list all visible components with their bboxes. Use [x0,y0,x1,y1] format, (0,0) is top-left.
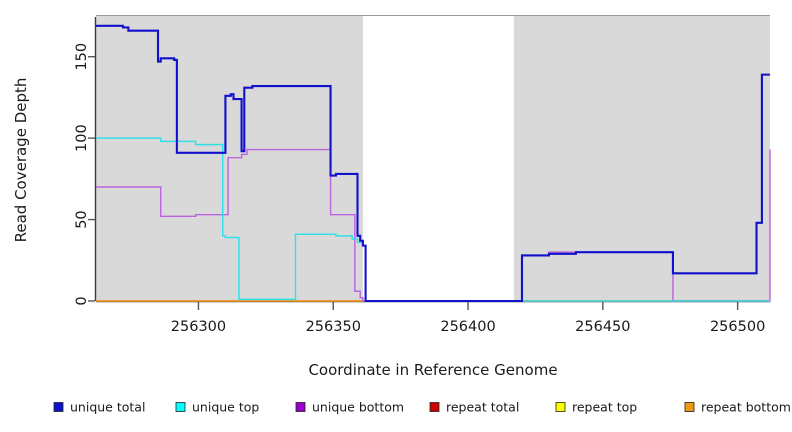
y-tick-label: 100 [74,124,90,152]
y-axis-ticks: 0 50 100 150 [74,43,95,306]
shaded-region [96,16,363,301]
legend-swatch [175,402,186,412]
y-tick-label: 50 [74,210,90,228]
x-axis-title: Coordinate in Reference Genome [308,361,557,379]
x-tick-label: 256300 [171,319,226,335]
y-tick-label: 150 [74,43,90,71]
x-tick-label: 256500 [710,319,765,335]
x-axis-ticks: 256300 256350 256400 256450 256500 [171,302,765,335]
series-line-unique-total [96,24,770,303]
shaded-region [513,16,770,301]
y-axis-title: Read Coverage Depth [12,78,30,243]
x-tick-label: 256350 [306,319,361,335]
shaded-regions [96,16,770,301]
data-series [96,24,771,303]
legend-label: repeat bottom [701,400,791,415]
legend-swatch [429,402,440,412]
legend-swatch [684,402,695,412]
legend-swatch [555,402,566,412]
legend-swatch [53,402,64,412]
legend-label: unique total [70,400,145,415]
x-tick-label: 256400 [440,319,495,335]
legend-label: repeat total [446,400,519,415]
legend-label: repeat top [572,400,637,415]
legend-swatch [295,402,306,412]
legend-label: unique top [192,400,259,415]
x-tick-label: 256450 [575,319,630,335]
y-tick-label: 0 [74,296,90,305]
chart-legend: unique total unique top unique bottom repea… [53,400,791,415]
legend-label: unique bottom [312,400,404,415]
